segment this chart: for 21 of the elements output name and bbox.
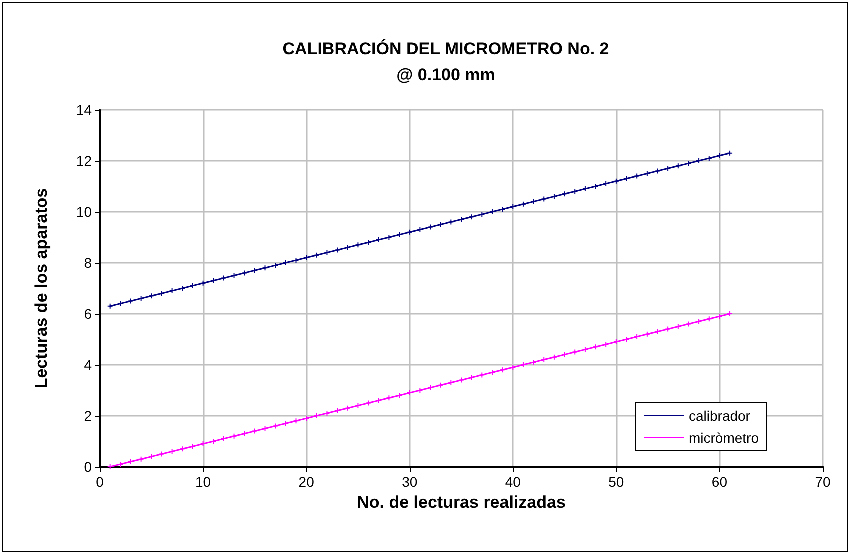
- y-tick-label: 2: [84, 408, 92, 424]
- x-tick-label: 50: [608, 474, 624, 490]
- x-tick-label: 10: [195, 474, 212, 490]
- y-tick-label: 4: [84, 357, 92, 373]
- x-tick-label: 30: [402, 474, 418, 490]
- y-tick-label: 8: [84, 255, 92, 271]
- x-tick-label: 70: [815, 474, 831, 490]
- y-tick-label: 6: [84, 306, 92, 322]
- x-tick-label: 40: [505, 474, 522, 490]
- y-tick-label: 0: [84, 459, 92, 475]
- y-tick-label: 10: [76, 204, 92, 220]
- y-axis-title: Lecturas de los aparatos: [32, 188, 51, 389]
- x-tick-label: 0: [96, 474, 104, 490]
- legend-label: calibrador: [688, 408, 751, 424]
- x-tick-label: 20: [298, 474, 315, 490]
- x-tick-label: 60: [712, 474, 728, 490]
- y-tick-label: 14: [76, 102, 92, 118]
- legend-label: micròmetro: [688, 430, 760, 446]
- chart-title: CALIBRACIÓN DEL MICROMETRO No. 2 @ 0.100 mm: [282, 38, 610, 84]
- x-axis-title: No. de lecturas realizadas: [357, 492, 566, 512]
- y-tick-label: 12: [76, 153, 92, 169]
